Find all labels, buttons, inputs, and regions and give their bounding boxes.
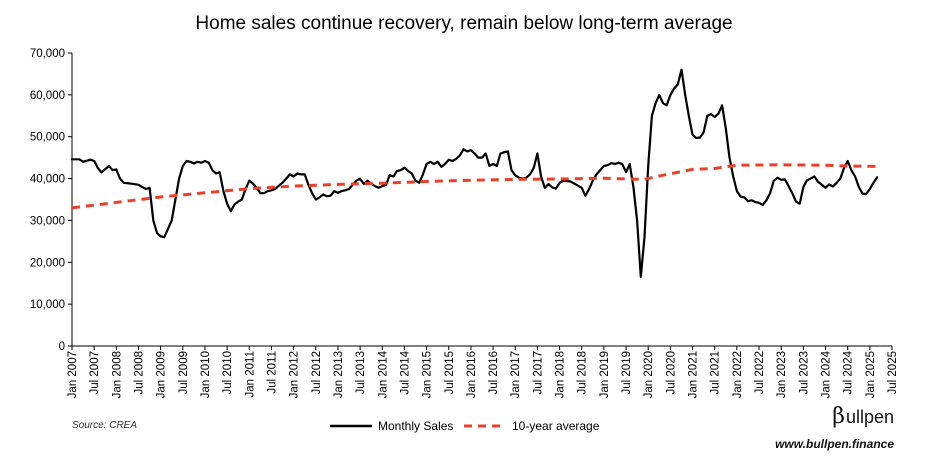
x-tick-label: Jul 2022 [754, 351, 766, 394]
x-axis: Jan 2007 Jul 2007 Jan 2008 Jul 2008 Jan 2009… [67, 345, 899, 398]
plot-area [70, 68, 879, 278]
x-tick-label: Jul 2023 [798, 351, 810, 394]
x-tick-label: Jan 2021 [688, 351, 700, 398]
y-tick-label: 0 [59, 341, 65, 353]
x-tick-label: Jan 2024 [821, 350, 833, 398]
x-tick-label: Jul 2010 [222, 351, 234, 394]
series-line-monthly-sales [70, 68, 879, 278]
chart-title: Home sales continue recovery, remain bel… [195, 13, 732, 34]
x-tick-label: Jan 2020 [643, 351, 655, 398]
x-tick-label: Jan 2018 [555, 351, 567, 398]
x-tick-label: Jul 2014 [399, 350, 411, 394]
brand-beta-glyph: β [832, 404, 845, 429]
x-tick-label: Jan 2012 [289, 351, 301, 398]
x-tick-label: Jul 2018 [577, 351, 589, 394]
x-tick-label: Jul 2012 [311, 351, 323, 394]
x-tick-label: Jan 2009 [156, 351, 168, 398]
x-tick-label: Jan 2025 [865, 351, 877, 398]
source-note: Source: CREA [72, 420, 138, 431]
y-tick-label: 10,000 [30, 299, 65, 311]
legend-label: 10-year average [512, 419, 600, 433]
x-tick-label: Jul 2017 [532, 351, 544, 394]
y-tick-label: 20,000 [30, 257, 65, 269]
x-tick-label: Jan 2016 [466, 351, 478, 398]
legend-label: Monthly Sales [378, 419, 453, 433]
x-tick-label: Jan 2015 [422, 351, 434, 398]
x-tick-label: Jan 2008 [111, 351, 123, 398]
x-tick-label: Jul 2013 [355, 351, 367, 394]
x-tick-label: Jan 2013 [333, 351, 345, 398]
y-tick-label: 30,000 [30, 215, 65, 227]
x-tick-label: Jul 2020 [665, 351, 677, 394]
x-tick-label: Jul 2011 [266, 351, 278, 394]
x-tick-label: Jul 2021 [710, 351, 722, 394]
legend: Monthly Sales 10-year average [330, 419, 600, 433]
brand-name: ullpen [845, 407, 894, 427]
x-tick-label: Jan 2022 [732, 351, 744, 398]
x-tick-label: Jan 2019 [599, 351, 611, 398]
x-tick-label: Jul 2024 [843, 350, 855, 394]
brand-url: www.bullpen.finance [775, 437, 894, 451]
x-tick-label: Jul 2015 [444, 351, 456, 394]
x-tick-label: Jul 2016 [488, 351, 500, 394]
x-tick-label: Jan 2017 [510, 351, 522, 398]
x-tick-label: Jul 2009 [178, 351, 190, 394]
y-axis: 0 10,000 20,000 30,000 40,000 50,000 60,000 70,… [30, 48, 73, 353]
x-tick-label: Jul 2019 [621, 351, 633, 394]
x-tick-label: Jul 2025 [887, 351, 899, 394]
y-tick-label: 40,000 [30, 174, 65, 186]
x-tick-label: Jan 2011 [244, 351, 256, 397]
x-tick-label: Jul 2007 [89, 351, 101, 394]
x-tick-label: Jan 2007 [67, 351, 79, 398]
x-tick-label: Jan 2023 [776, 351, 788, 398]
x-tick-label: Jan 2010 [200, 351, 212, 398]
y-tick-label: 50,000 [30, 132, 65, 144]
x-tick-label: Jul 2008 [133, 351, 145, 394]
y-tick-label: 70,000 [30, 48, 65, 60]
brand-logo: β ullpen [832, 404, 894, 429]
x-tick-label: Jan 2014 [377, 350, 389, 398]
series-line-10-year-average [71, 163, 878, 210]
y-tick-label: 60,000 [30, 90, 65, 102]
